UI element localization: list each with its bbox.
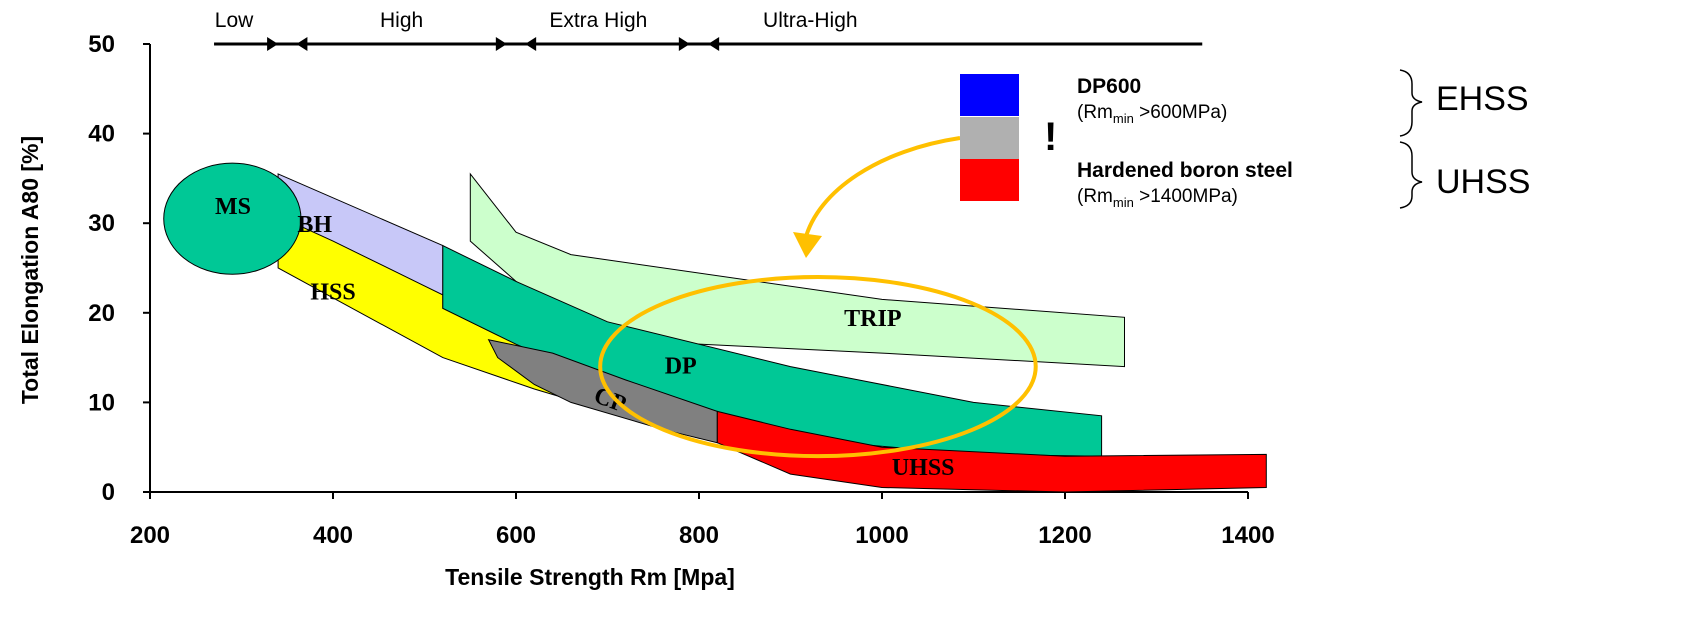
strength-category-label: Ultra-High <box>763 9 858 32</box>
region-label-bh: BH <box>297 212 332 238</box>
x-tick-label: 600 <box>496 522 536 549</box>
region-label-trip: TRIP <box>844 306 901 332</box>
x-tick-label: 1200 <box>1038 522 1091 549</box>
group-label-uhss: UHSS <box>1436 163 1530 201</box>
x-tick-label: 800 <box>679 522 719 549</box>
legend-swatch-overlap <box>960 117 1019 159</box>
brace-uhss <box>1399 141 1423 209</box>
highlight-layer <box>598 136 1038 459</box>
category-arrow <box>525 37 537 51</box>
highlight-arrow <box>803 136 961 241</box>
y-tick-label: 0 <box>102 479 115 506</box>
region-label-uhss: UHSS <box>892 455 955 481</box>
legend-swatch-boron <box>960 159 1019 201</box>
region-ms <box>163 162 302 275</box>
strength-category-label: High <box>380 9 423 32</box>
region-cp <box>487 338 718 444</box>
category-arrow <box>678 37 690 51</box>
y-tick-label: 50 <box>88 31 115 58</box>
y-axis-title: Total Elongation A80 [%] <box>17 136 43 404</box>
strength-category-label: Low <box>215 9 254 32</box>
strength-category-bar: Low High Extra High Ultra-High <box>214 9 1203 51</box>
y-tick-label: 20 <box>88 300 115 327</box>
legend-boron-title: Hardened boron steel <box>1077 159 1293 182</box>
ticks-layer: 200 400 600 800 1000 1200 1400 0 10 20 30 40 50 <box>88 31 1274 549</box>
x-tick-label: 200 <box>130 522 170 549</box>
region-label-dp: DP <box>665 354 697 380</box>
highlight-circle <box>598 274 1038 459</box>
x-tick-label: 1400 <box>1221 522 1274 549</box>
legend-swatch-dp600 <box>960 74 1019 116</box>
legend-boron-subtitle: (Rmmin >1400MPa) <box>1077 186 1238 210</box>
group-label-ehss: EHSS <box>1436 80 1529 118</box>
category-arrow <box>267 37 279 51</box>
category-arrow <box>708 37 720 51</box>
legend-dp600-title: DP600 <box>1077 75 1141 98</box>
legend: ! DP600 (Rmmin >600MPa) Hardened boron s… <box>960 69 1530 210</box>
exclamation-mark: ! <box>1044 115 1057 159</box>
category-arrow <box>495 37 507 51</box>
category-arrow <box>296 37 308 51</box>
y-tick-label: 40 <box>88 121 115 148</box>
region-label-hss: HSS <box>310 279 355 305</box>
strength-category-label: Extra High <box>549 9 647 32</box>
region-uhss <box>716 410 1267 493</box>
legend-dp600-subtitle: (Rmmin >600MPa) <box>1077 102 1227 126</box>
x-axis-title: Tensile Strength Rm [Mpa] <box>445 564 735 590</box>
y-tick-label: 30 <box>88 210 115 237</box>
x-tick-label: 1000 <box>855 522 908 549</box>
highlight-arrowhead <box>793 232 822 258</box>
region-label-ms: MS <box>215 194 251 220</box>
y-tick-label: 10 <box>88 389 115 416</box>
x-tick-label: 400 <box>313 522 353 549</box>
brace-ehss <box>1399 69 1423 137</box>
